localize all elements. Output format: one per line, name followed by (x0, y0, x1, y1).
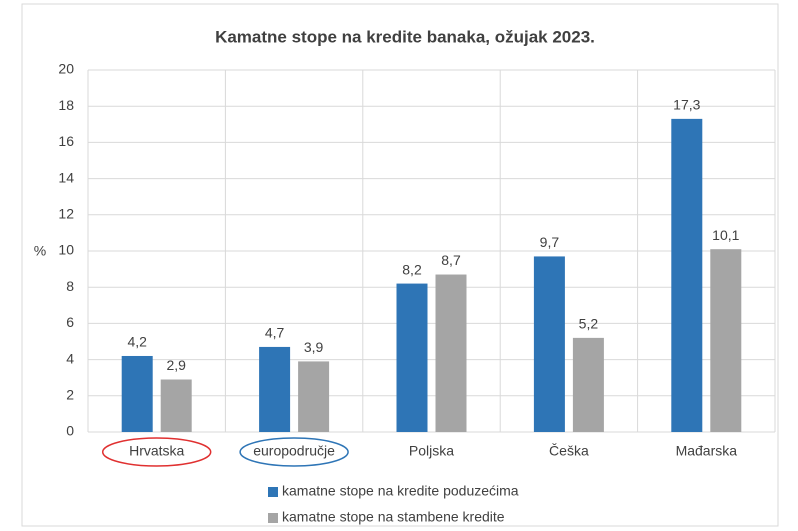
bar (533, 256, 565, 432)
x-tick-label: europodručje (253, 443, 335, 459)
bar (572, 337, 604, 432)
value-label: 10,1 (712, 227, 739, 243)
y-tick-label: 0 (66, 423, 74, 439)
legend-swatch (268, 487, 278, 497)
x-tick-label: Poljska (409, 443, 454, 459)
value-label: 4,7 (265, 325, 285, 341)
bar (396, 283, 428, 432)
highlight-ellipse (239, 437, 349, 467)
x-tick-label: Češka (549, 443, 589, 459)
x-tick-label: Hrvatska (129, 443, 184, 459)
x-tick-label: Mađarska (676, 443, 738, 459)
value-label: 8,2 (402, 261, 422, 277)
legend-swatch (268, 513, 278, 523)
legend-label: kamatne stope na kredite poduzećima (282, 483, 519, 499)
value-label: 17,3 (673, 97, 700, 113)
value-label: 2,9 (166, 357, 186, 373)
y-tick-label: 18 (58, 97, 74, 113)
y-tick-label: 10 (58, 242, 74, 258)
value-label: 4,2 (127, 334, 147, 350)
value-label: 3,9 (304, 339, 324, 355)
value-label: 9,7 (540, 234, 560, 250)
y-tick-label: 16 (58, 133, 74, 149)
bar (671, 118, 703, 433)
bar (298, 361, 330, 432)
bar (710, 249, 742, 432)
bar (259, 346, 291, 432)
y-axis-label: % (34, 243, 46, 259)
highlight-ellipse (101, 437, 212, 467)
y-tick-label: 6 (66, 314, 74, 330)
chart-title: Kamatne stope na kredite banaka, ožujak … (215, 27, 595, 46)
y-tick-label: 8 (66, 278, 74, 294)
chart-frame (21, 3, 779, 527)
y-tick-label: 4 (66, 350, 74, 366)
bar (435, 274, 467, 432)
bar (160, 379, 192, 432)
value-label: 5,2 (579, 316, 599, 332)
value-label: 8,7 (441, 252, 461, 268)
y-tick-label: 20 (58, 61, 74, 77)
legend-label: kamatne stope na stambene kredite (282, 509, 505, 525)
y-tick-label: 14 (58, 169, 74, 185)
y-tick-label: 2 (66, 387, 74, 403)
y-tick-label: 12 (58, 206, 74, 222)
bar (121, 355, 153, 432)
